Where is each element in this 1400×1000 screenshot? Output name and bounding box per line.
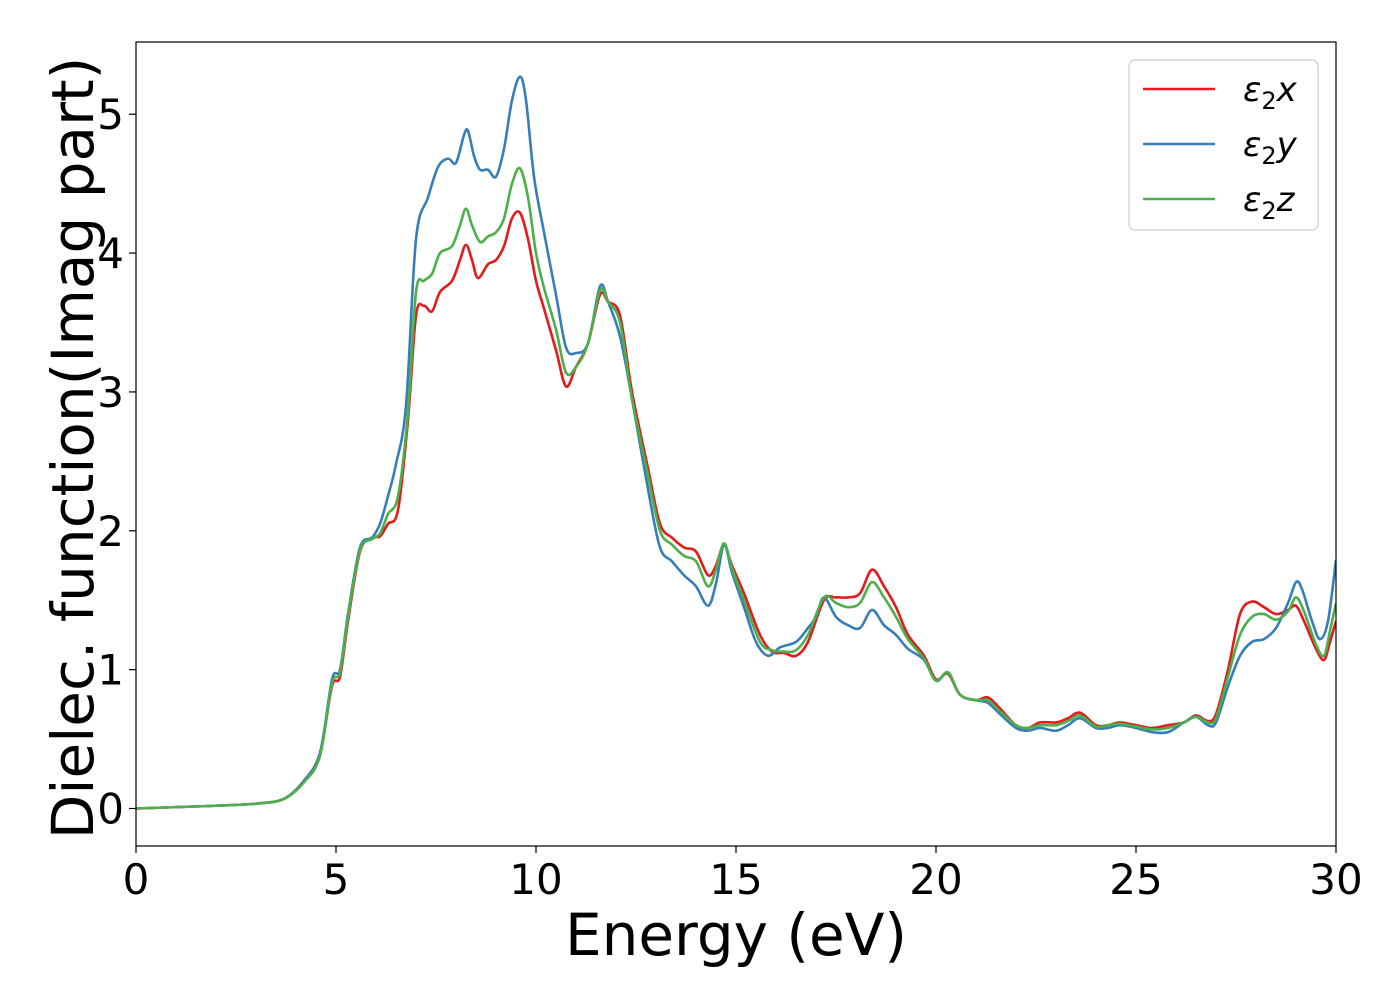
legend-label-x: ε2x — [1243, 70, 1298, 115]
ticks-layer: 0 5 10 15 20 25 30 0 1 2 3 4 5 — [97, 90, 1362, 904]
x-tick-label: 0 — [123, 855, 150, 904]
x-axis-title: Energy (eV) — [565, 901, 907, 969]
legend: ε2x ε2y ε2z — [1128, 59, 1319, 231]
series-line-y — [136, 75, 1336, 810]
x-tick-label: 25 — [1109, 855, 1162, 904]
y-tick-label: 0 — [97, 785, 124, 834]
y-tick-label: 5 — [97, 90, 124, 139]
series-layer — [136, 75, 1336, 810]
legend-box — [1128, 59, 1319, 231]
y-tick-label: 4 — [97, 229, 124, 278]
series-line-z — [136, 166, 1336, 810]
legend-label-y: ε2y — [1243, 125, 1298, 170]
x-tick-label: 30 — [1309, 855, 1362, 904]
x-tick-label: 15 — [709, 855, 762, 904]
legend-label-z: ε2z — [1243, 180, 1296, 225]
x-tick-label: 5 — [323, 855, 350, 904]
x-tick-label: 20 — [909, 855, 962, 904]
y-tick-label: 3 — [97, 368, 124, 417]
x-tick-label: 10 — [509, 855, 562, 904]
y-tick-label: 1 — [97, 646, 124, 695]
y-tick-label: 2 — [97, 507, 124, 556]
y-axis-title: Dielec. function(Imag part) — [39, 57, 107, 840]
